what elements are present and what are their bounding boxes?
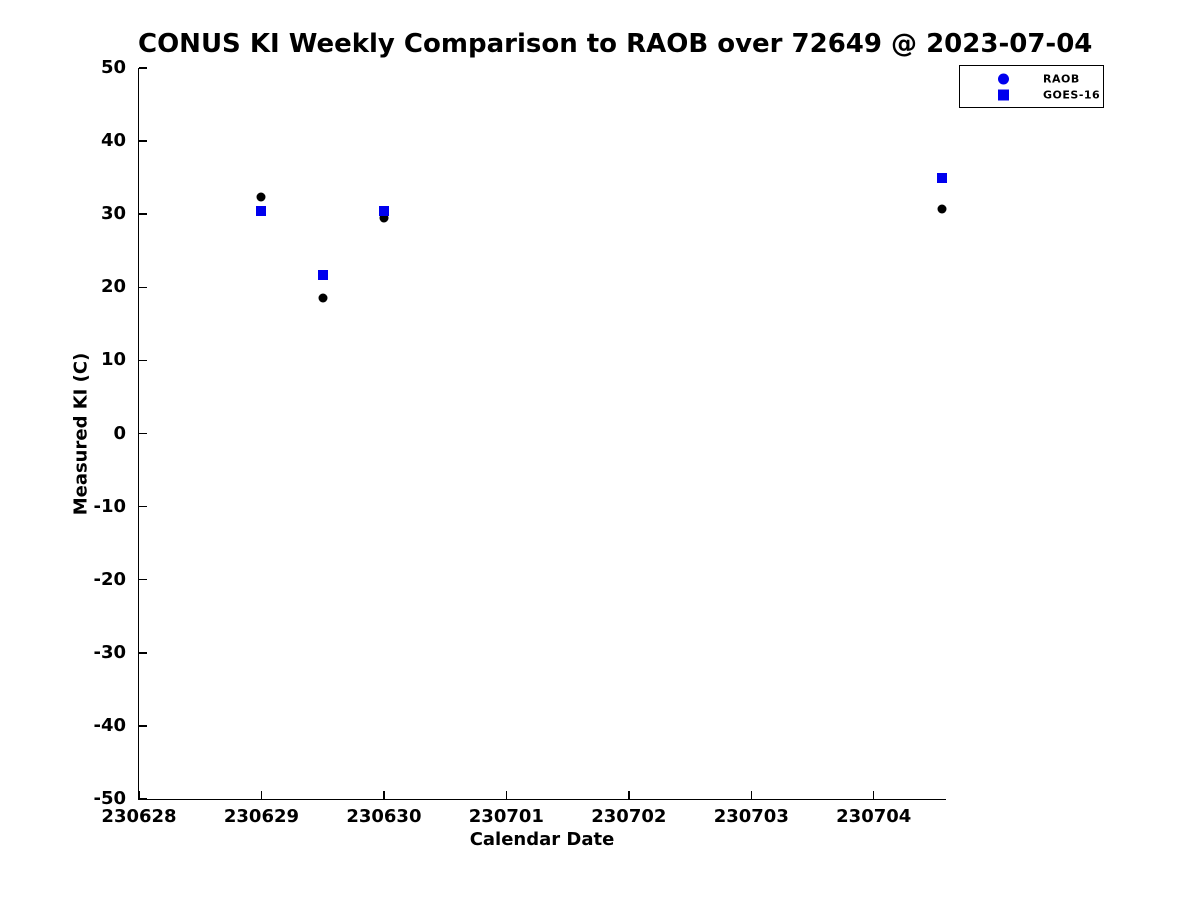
y-tick-label: -10: [93, 495, 126, 517]
x-tick: [628, 791, 630, 799]
point-goes-16: [256, 205, 267, 216]
point-goes-16: [317, 269, 328, 280]
y-tick: [139, 213, 147, 215]
y-tick-label: 10: [100, 349, 126, 371]
x-tick: [750, 791, 753, 799]
legend-entry-raob: RAOB: [960, 72, 1103, 86]
y-tick-label: 30: [100, 203, 126, 225]
y-tick: [139, 432, 147, 435]
point-raob: [256, 192, 266, 202]
y-tick-label: 40: [100, 130, 126, 152]
point-goes-16: [378, 206, 389, 217]
x-tick-label: 230630: [346, 806, 422, 827]
y-tick: [139, 725, 147, 727]
y-tick: [139, 286, 147, 289]
y-tick-label: 50: [100, 57, 126, 78]
plot-area: 50 40 30 20 10 0 -10 -20 -30 -40 -50 230628 230629 23…: [93, 57, 948, 827]
point-raob: [937, 204, 947, 214]
y-tick: [139, 505, 147, 508]
x-tick-label: 230701: [468, 806, 544, 827]
point-raob: [379, 213, 389, 223]
y-tick-label: -20: [93, 568, 126, 590]
x-tick-label: 230629: [223, 806, 300, 827]
goes-16-legend-marker-icon: [998, 89, 1009, 101]
y-tick-label: 20: [100, 276, 126, 298]
y-tick: [139, 578, 147, 581]
y-tick: [139, 798, 147, 800]
legend-entry-goes-16: GOES-16: [960, 88, 1103, 102]
raob-legend-marker-icon: [998, 73, 1009, 85]
x-axis-label: Calendar Date: [469, 829, 615, 850]
x-tick: [505, 791, 508, 799]
x-tick-label: 230628: [101, 806, 177, 827]
y-tick: [139, 652, 147, 654]
y-tick: [139, 67, 147, 69]
legend-box: RAOB GOES-16: [959, 65, 1104, 108]
x-tick-label: 230703: [713, 806, 789, 827]
x-tick: [872, 791, 875, 799]
legend-label-raob: RAOB: [1043, 72, 1080, 86]
x-tick-label: 230704: [836, 806, 912, 827]
x-tick: [138, 791, 140, 799]
y-tick-label: -40: [93, 714, 126, 736]
point-goes-16: [937, 173, 948, 184]
y-tick: [139, 140, 147, 142]
y-tick: [139, 359, 147, 362]
y-tick-label: 0: [113, 422, 126, 444]
x-tick-label: 230702: [591, 806, 667, 827]
x-tick: [383, 791, 385, 799]
chart-title: CONUS KI Weekly Comparison to RAOB over …: [138, 29, 1093, 59]
y-tick-label: -50: [93, 788, 126, 809]
x-tick: [260, 791, 263, 799]
legend-label-goes-16: GOES-16: [1043, 88, 1101, 102]
point-raob: [318, 293, 328, 303]
y-tick-label: -30: [93, 641, 126, 663]
